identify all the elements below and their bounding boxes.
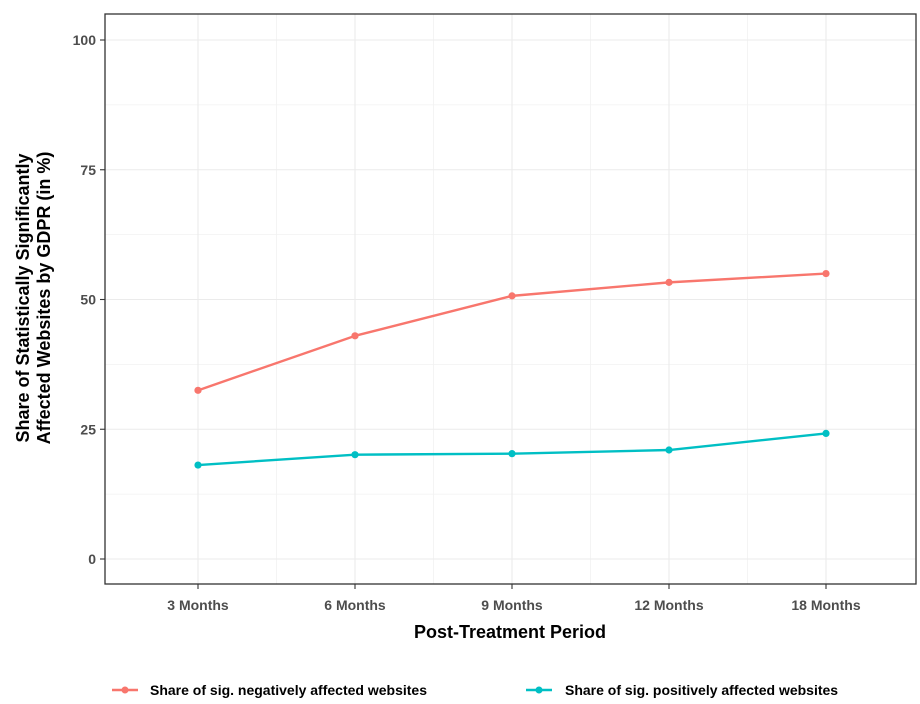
y-axis: 0 25 50 75 100 xyxy=(73,32,105,567)
data-point-0 xyxy=(194,386,202,394)
data-point-1 xyxy=(822,429,830,438)
y-axis-title-line-2: Affected Websites by GDPR (in %) xyxy=(34,152,54,445)
legend: Share of sig. negatively affected websit… xyxy=(112,682,838,698)
x-tick-label: 6 Months xyxy=(324,597,386,613)
y-tick-label: 0 xyxy=(88,551,96,567)
x-axis: 3 Months 6 Months 9 Months 12 Months 18 Mont… xyxy=(167,584,861,613)
legend-label-negative: Share of sig. negatively affected websit… xyxy=(150,682,427,698)
data-point-1 xyxy=(665,446,673,454)
data-point-0 xyxy=(665,278,673,286)
legend-key-marker-positive xyxy=(535,686,543,694)
y-tick-label: 50 xyxy=(80,292,96,308)
legend-item-negative: Share of sig. negatively affected websit… xyxy=(112,682,427,698)
x-tick-label: 9 Months xyxy=(481,597,543,613)
x-axis-title: Post-Treatment Period xyxy=(414,622,606,642)
data-point-0 xyxy=(822,269,830,278)
data-point-0 xyxy=(508,292,516,300)
data-point-1 xyxy=(351,451,359,459)
y-tick-label: 25 xyxy=(80,421,96,437)
data-point-1 xyxy=(194,461,202,469)
legend-label-positive: Share of sig. positively affected websit… xyxy=(565,682,838,698)
grid-lines xyxy=(105,14,916,584)
y-tick-label: 75 xyxy=(80,162,96,178)
legend-item-positive: Share of sig. positively affected websit… xyxy=(526,682,838,698)
y-tick-label: 100 xyxy=(73,32,97,48)
y-axis-title-line-1: Share of Statistically Significantly xyxy=(13,153,33,442)
x-tick-label: 3 Months xyxy=(167,597,229,613)
data-point-1 xyxy=(508,450,516,458)
x-tick-label: 12 Months xyxy=(634,597,703,613)
data-point-0 xyxy=(351,332,359,340)
series-layer xyxy=(194,269,830,469)
y-axis-title: Share of Statistically Significantly Aff… xyxy=(13,152,54,445)
legend-key-marker-negative xyxy=(121,686,129,694)
x-tick-label: 18 Months xyxy=(791,597,860,613)
